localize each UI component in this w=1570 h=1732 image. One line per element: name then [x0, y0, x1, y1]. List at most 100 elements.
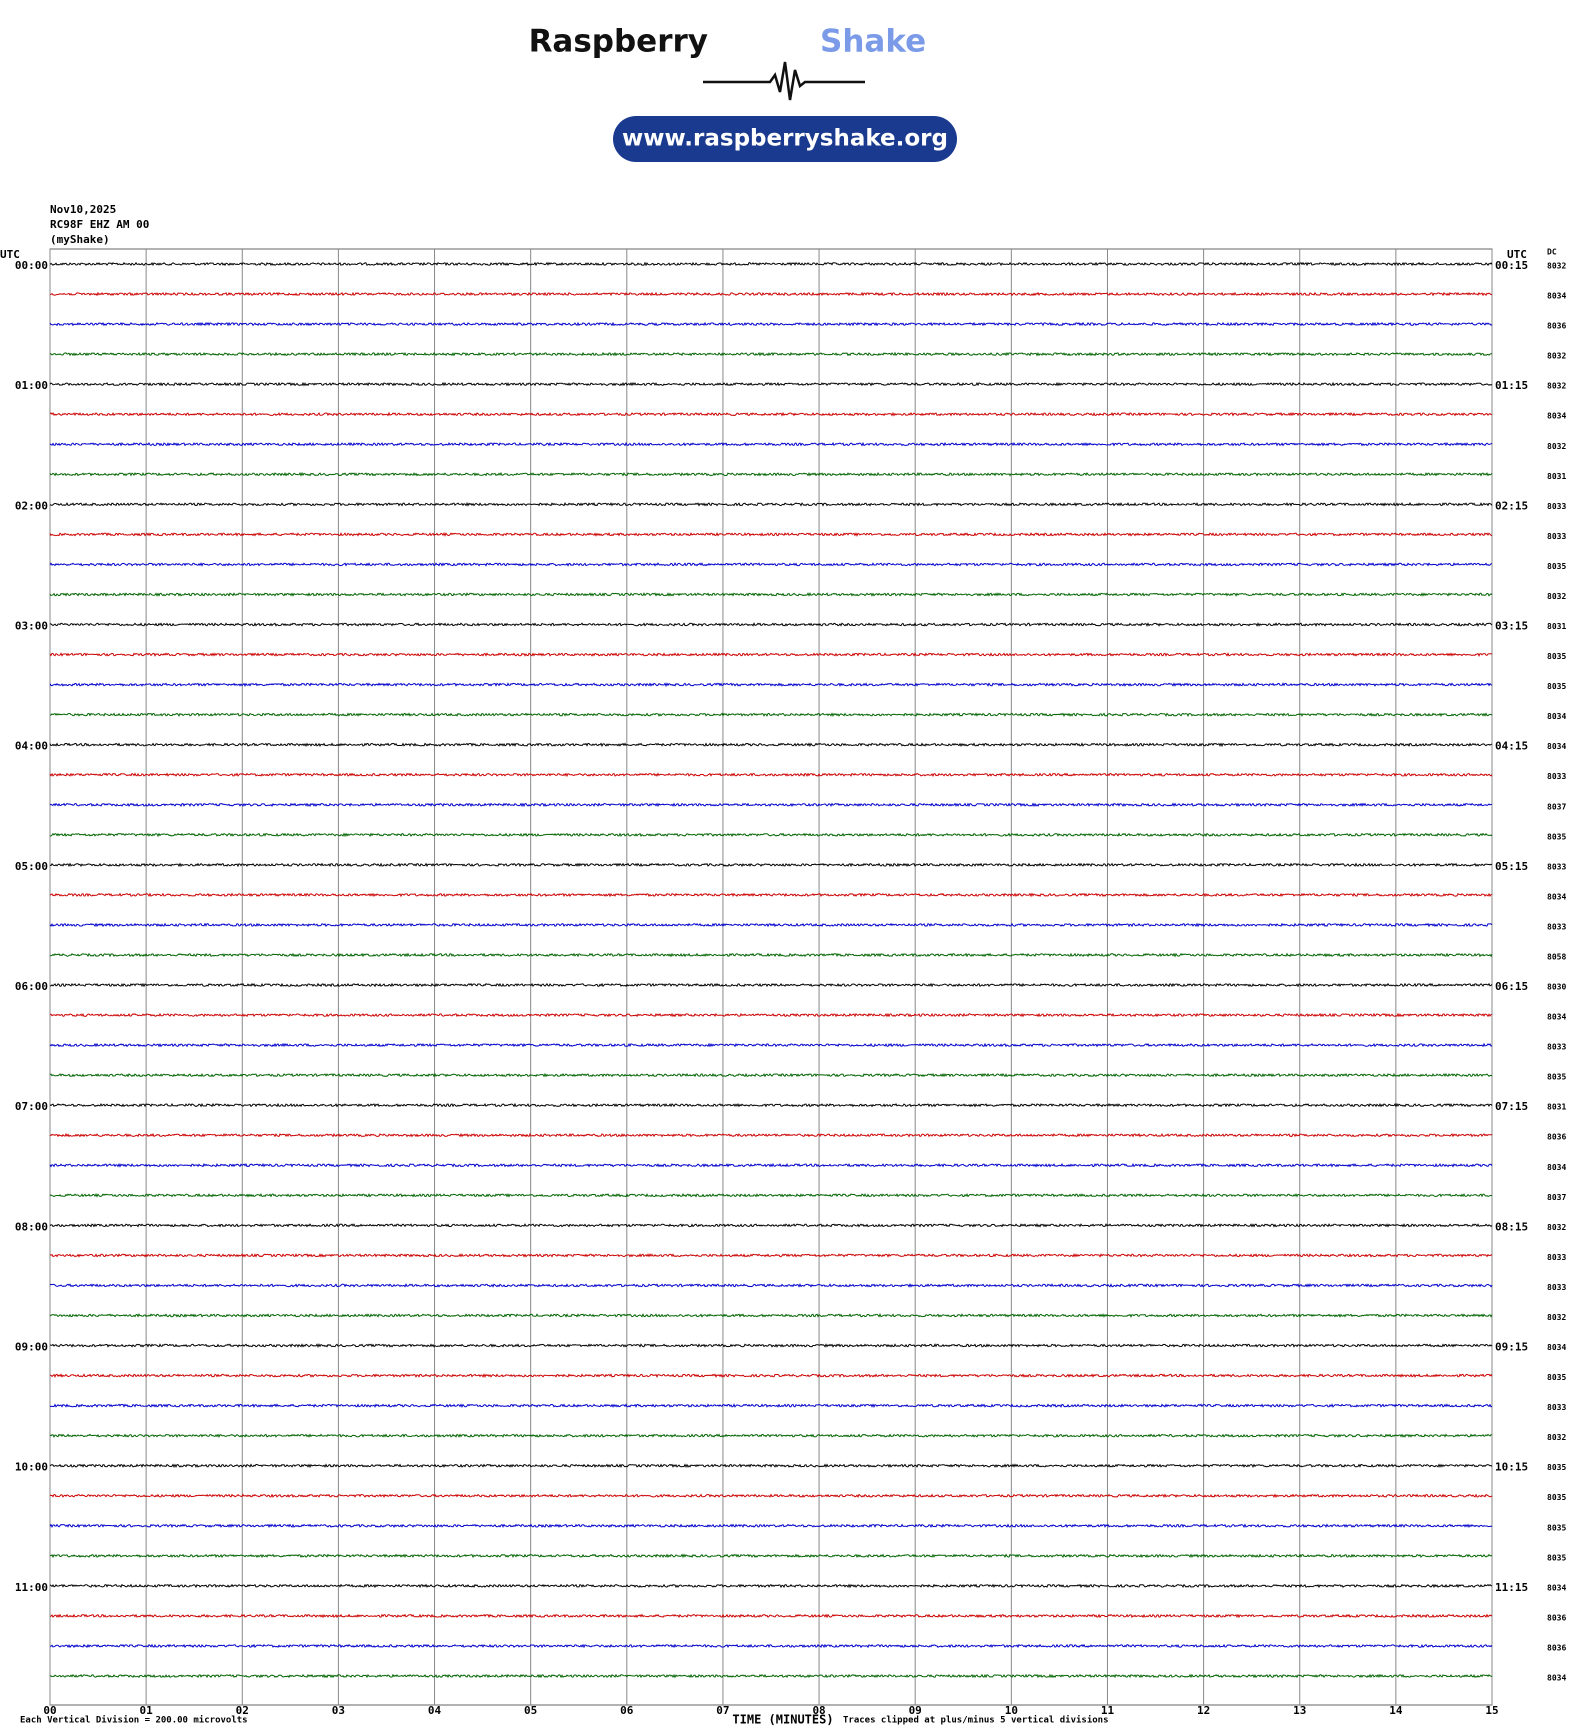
- trace: [49, 1673, 1493, 1679]
- dc-value: 8033: [1547, 1403, 1566, 1412]
- dc-value: 8033: [1547, 1043, 1566, 1052]
- row-end-label: 06:15: [1495, 980, 1528, 993]
- logo-waveform: [703, 61, 865, 101]
- row-end-label: 11:15: [1495, 1581, 1528, 1594]
- left-axis-label: UTC: [0, 248, 20, 261]
- date: Nov10,2025: [50, 203, 116, 216]
- row-end-label: 00:15: [1495, 259, 1528, 272]
- dc-value: 8034: [1547, 1343, 1566, 1352]
- dc-value: 8035: [1547, 682, 1566, 691]
- dc-value: 8033: [1547, 532, 1566, 541]
- row-start-label: 03:00: [15, 620, 48, 633]
- trace: [49, 682, 1493, 688]
- row-start-label: 10:00: [15, 1461, 48, 1474]
- trace: [49, 772, 1493, 778]
- row-start-label: 00:00: [15, 259, 48, 272]
- trace: [49, 1433, 1492, 1438]
- dc-value: 8032: [1547, 1433, 1566, 1442]
- trace: [49, 1493, 1493, 1499]
- trace: [50, 1553, 1493, 1559]
- trace: [49, 1373, 1493, 1379]
- source: (myShake): [50, 233, 110, 246]
- station: RC98F EHZ AM 00: [50, 218, 149, 231]
- x-tick-label: 10: [1005, 1704, 1018, 1717]
- x-tick-label: 02: [236, 1704, 249, 1717]
- dc-value: 8033: [1547, 922, 1566, 931]
- dc-value: 8034: [1547, 1674, 1566, 1683]
- dc-value: 8034: [1547, 292, 1566, 301]
- x-tick-label: 14: [1389, 1704, 1403, 1717]
- x-tick-label: 00: [43, 1704, 56, 1717]
- trace: [49, 652, 1493, 657]
- trace: [49, 291, 1493, 297]
- x-tick-label: 01: [140, 1704, 154, 1717]
- dc-value: 8035: [1547, 562, 1566, 571]
- trace: [49, 1192, 1492, 1198]
- row-start-label: 11:00: [15, 1581, 48, 1594]
- url-button[interactable]: [613, 116, 957, 162]
- dc-value: 8037: [1547, 802, 1566, 811]
- trace: [49, 1283, 1493, 1288]
- row-start-label: 04:00: [15, 740, 48, 753]
- dc-value: 8037: [1547, 1193, 1566, 1202]
- trace: [49, 351, 1493, 357]
- trace: [49, 1313, 1493, 1318]
- trace: [49, 1223, 1493, 1228]
- right-axis-label: UTC: [1507, 248, 1527, 261]
- dc-value: 8034: [1547, 1013, 1566, 1022]
- trace: [49, 381, 1493, 387]
- trace: [49, 261, 1493, 267]
- x-tick-label: 08: [812, 1704, 825, 1717]
- dc-value: 8035: [1547, 1493, 1566, 1502]
- row-start-label: 06:00: [15, 980, 48, 993]
- trace: [49, 1042, 1493, 1048]
- trace: [49, 952, 1493, 958]
- dc-value: 8032: [1547, 442, 1566, 451]
- trace: [49, 1463, 1493, 1469]
- dc-value: 8034: [1547, 1163, 1566, 1172]
- x-tick-label: 05: [524, 1704, 537, 1717]
- url[interactable]: www.raspberryshake.org: [622, 126, 948, 152]
- trace: [49, 592, 1493, 597]
- trace: [50, 832, 1493, 838]
- trace: [49, 892, 1493, 898]
- dc-value: 8036: [1547, 1133, 1566, 1142]
- dc-value: 8035: [1547, 1523, 1566, 1532]
- trace: [49, 1403, 1493, 1409]
- dc-value: 8031: [1547, 622, 1566, 631]
- trace: [49, 922, 1493, 928]
- dc-value: 8032: [1547, 352, 1566, 361]
- trace: [49, 562, 1493, 567]
- trace: [49, 441, 1493, 447]
- trace: [49, 1613, 1493, 1619]
- dc-value: 8032: [1547, 592, 1566, 601]
- dc-value: 8035: [1547, 1373, 1566, 1382]
- x-tick-label: 07: [716, 1704, 729, 1717]
- x-tick-label: 04: [428, 1704, 442, 1717]
- dc-value: 8036: [1547, 322, 1566, 331]
- row-start-label: 02:00: [15, 499, 48, 512]
- trace: [49, 802, 1493, 808]
- trace: [49, 531, 1493, 537]
- trace: [49, 622, 1493, 627]
- dc-value: 8033: [1547, 862, 1566, 871]
- x-tick-label: 11: [1101, 1704, 1115, 1717]
- trace: [49, 742, 1493, 748]
- plot-frame: [49, 248, 1493, 1706]
- dc-value: 8034: [1547, 712, 1566, 721]
- dc-value: 8033: [1547, 502, 1566, 511]
- dc-value: 8032: [1547, 382, 1566, 391]
- trace: [49, 501, 1493, 507]
- scale-note: Each Vertical Division = 200.00 microvol…: [20, 1715, 248, 1726]
- x-tick-label: 12: [1197, 1704, 1210, 1717]
- trace: [49, 411, 1493, 417]
- clip-note: Traces clipped at plus/minus 5 vertical …: [843, 1715, 1109, 1726]
- x-tick-label: 03: [332, 1704, 345, 1717]
- trace: [49, 712, 1493, 718]
- dc-value: 8034: [1547, 1583, 1566, 1592]
- dc-value: 8034: [1547, 412, 1566, 421]
- trace: [49, 1343, 1493, 1348]
- dc-value: 8033: [1547, 1283, 1566, 1292]
- row-end-label: 01:15: [1495, 379, 1528, 392]
- x-tick-label: 09: [909, 1704, 922, 1717]
